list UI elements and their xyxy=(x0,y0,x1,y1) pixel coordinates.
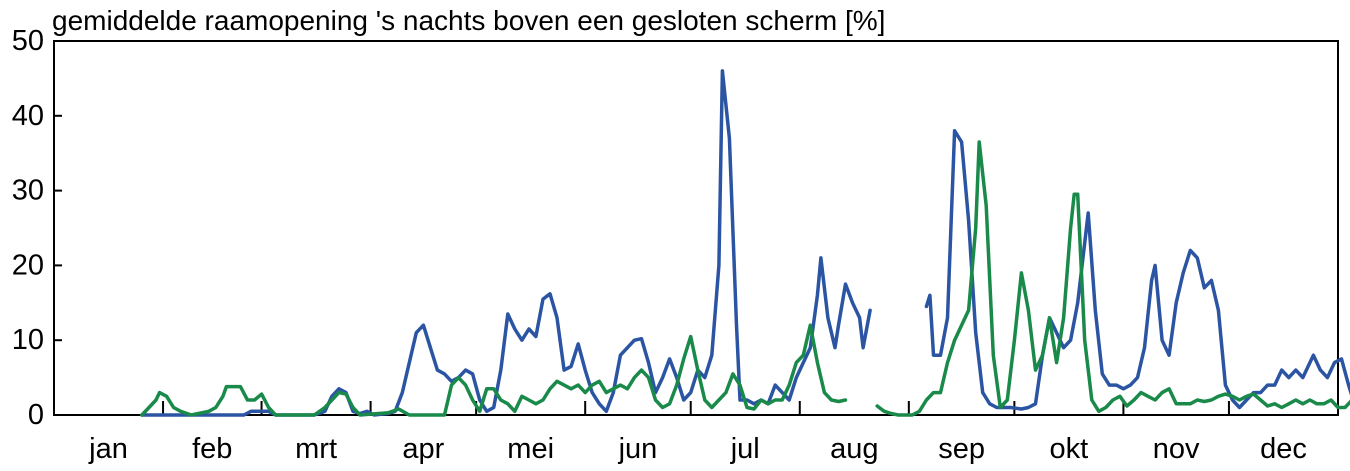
month-label-jan: jan xyxy=(88,433,128,465)
month-label-mei: mei xyxy=(507,433,554,465)
y-tick-label: 10 xyxy=(12,324,44,356)
series-1-line-segment-1 xyxy=(140,69,872,417)
plot-frame xyxy=(53,40,1339,416)
chart-title: gemiddelde raamopening 's nachts boven e… xyxy=(52,5,886,36)
month-label-apr: apr xyxy=(402,433,444,465)
series-layer xyxy=(140,69,1350,417)
series-2-line-segment-2 xyxy=(875,140,1350,417)
series-1-line-segment-2 xyxy=(924,129,1350,411)
month-label-feb: feb xyxy=(192,433,232,465)
month-label-nov: nov xyxy=(1153,433,1200,465)
month-label-okt: okt xyxy=(1050,433,1089,465)
month-label-aug: aug xyxy=(830,433,878,465)
month-label-jul: jul xyxy=(730,433,760,465)
y-tick-label: 20 xyxy=(12,249,44,281)
month-label-dec: dec xyxy=(1260,433,1307,465)
x-axis: jan feb mrt apr mei jun jul aug sep okt nov dec xyxy=(88,401,1307,465)
y-tick-label: 30 xyxy=(12,175,44,207)
y-axis: 0 10 20 30 40 50 xyxy=(12,25,62,431)
month-label-jun: jun xyxy=(618,433,658,465)
month-label-mrt: mrt xyxy=(295,433,337,465)
series-2-line-segment-1 xyxy=(140,323,848,417)
y-tick-label: 50 xyxy=(12,25,44,57)
y-tick-label: 40 xyxy=(12,100,44,132)
month-label-sep: sep xyxy=(938,433,985,465)
y-tick-label: 0 xyxy=(28,399,44,431)
